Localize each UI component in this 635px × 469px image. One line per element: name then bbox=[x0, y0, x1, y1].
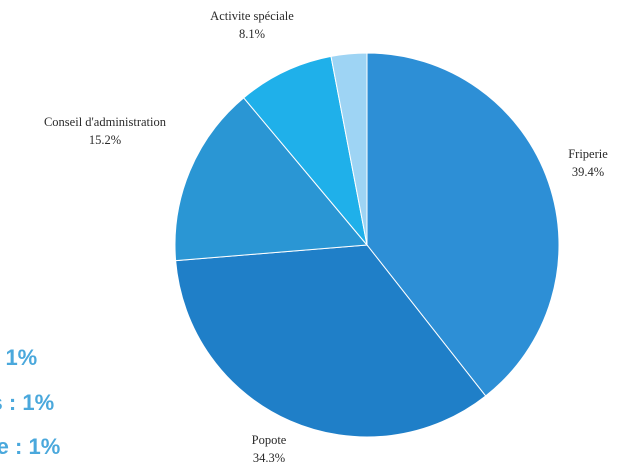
slice-label-3: Activite spéciale bbox=[210, 9, 294, 23]
slice-label-0: Friperie bbox=[568, 147, 608, 161]
slice-value-2: 15.2% bbox=[89, 133, 121, 147]
pie-slice-0 bbox=[366, 52, 560, 397]
slice-label-1: Popote bbox=[252, 433, 287, 447]
slice-value-1: 34.3% bbox=[253, 451, 285, 465]
side-note-2: rs : 1% bbox=[0, 390, 55, 415]
slice-label-2: Conseil d'administration bbox=[44, 115, 167, 129]
pie-slice-4 bbox=[330, 52, 368, 246]
pie-slice-2 bbox=[174, 97, 369, 262]
side-note-3: ire : 1% bbox=[0, 434, 61, 459]
slice-value-0: 39.4% bbox=[572, 165, 604, 179]
slice-value-3: 8.1% bbox=[239, 27, 265, 41]
pie-slice-1 bbox=[175, 244, 487, 438]
cropped-notes: : 1% rs : 1% ire : 1% bbox=[0, 340, 100, 469]
side-note-1: : 1% bbox=[0, 345, 38, 370]
pie-slice-3 bbox=[242, 55, 368, 247]
